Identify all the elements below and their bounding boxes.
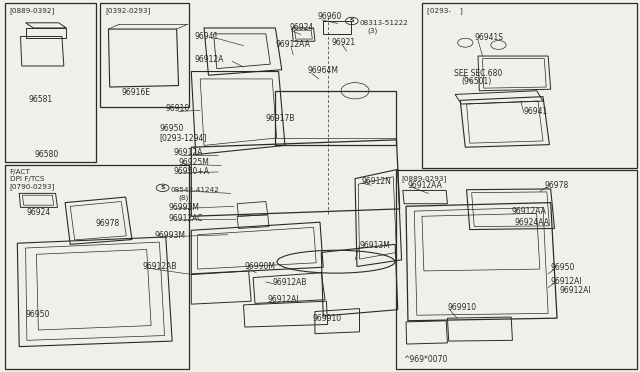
Text: 96992M: 96992M <box>168 203 199 212</box>
Text: 96960: 96960 <box>317 12 342 22</box>
Text: [0392-0293]: [0392-0293] <box>105 8 150 15</box>
Text: [0293-1294]: [0293-1294] <box>159 133 207 142</box>
Text: 96912A: 96912A <box>195 55 224 64</box>
Text: 96912AA: 96912AA <box>275 41 310 49</box>
Text: 96990M: 96990M <box>245 262 276 271</box>
Text: F/ACT
DPl F/TCS
[0790-0293]: F/ACT DPl F/TCS [0790-0293] <box>10 169 55 190</box>
Text: [0293-    ]: [0293- ] <box>427 8 463 15</box>
Text: ^969*0070: ^969*0070 <box>403 355 447 364</box>
Text: 96950: 96950 <box>159 124 184 133</box>
Text: (8): (8) <box>178 195 188 201</box>
Text: 96912AI: 96912AI <box>550 277 582 286</box>
Text: 96950: 96950 <box>26 310 50 319</box>
Text: 96950+A: 96950+A <box>173 167 209 176</box>
Text: 96993M: 96993M <box>154 231 186 240</box>
Text: (96501): (96501) <box>461 77 492 86</box>
Text: 96941: 96941 <box>524 107 548 116</box>
Text: S: S <box>160 185 165 190</box>
Text: 96921: 96921 <box>332 38 356 47</box>
Text: 96941: 96941 <box>195 32 219 41</box>
Text: 96912AA: 96912AA <box>511 207 546 217</box>
Text: [0889-0392]: [0889-0392] <box>10 8 55 15</box>
Bar <box>100 3 189 107</box>
Text: 96910: 96910 <box>166 104 190 113</box>
Text: 96941S: 96941S <box>474 33 503 42</box>
Bar <box>422 3 637 167</box>
Bar <box>4 3 96 162</box>
Bar <box>4 164 189 369</box>
Text: 96950: 96950 <box>550 263 575 272</box>
Text: SEE SEC.680: SEE SEC.680 <box>454 69 502 78</box>
Text: 96913M: 96913M <box>360 241 390 250</box>
Text: 96912AI: 96912AI <box>559 286 591 295</box>
Text: 96912AA: 96912AA <box>408 181 443 190</box>
Text: 08543-41242: 08543-41242 <box>170 187 219 193</box>
Text: 969910: 969910 <box>447 303 477 312</box>
Text: 96978: 96978 <box>544 181 568 190</box>
Text: 96912AI: 96912AI <box>268 295 300 304</box>
Text: 96912N: 96912N <box>362 177 391 186</box>
Text: (3): (3) <box>367 28 378 34</box>
Text: 96924AA: 96924AA <box>515 218 550 227</box>
Text: 96964M: 96964M <box>307 66 339 75</box>
Text: 96912A: 96912A <box>173 148 203 157</box>
Text: 96916E: 96916E <box>121 89 150 97</box>
Text: 96925M: 96925M <box>179 157 209 167</box>
Text: S: S <box>349 19 354 23</box>
Text: 96912AB: 96912AB <box>272 278 307 287</box>
Text: 96924: 96924 <box>27 208 51 217</box>
Text: 96924: 96924 <box>289 23 314 32</box>
Text: 96580: 96580 <box>35 150 59 159</box>
Text: 96912AB: 96912AB <box>143 262 177 271</box>
Text: 96917B: 96917B <box>266 114 295 123</box>
Text: 96978: 96978 <box>96 219 120 228</box>
Bar <box>396 170 637 369</box>
Text: [0889-0293]: [0889-0293] <box>401 175 447 182</box>
Text: 969910: 969910 <box>312 314 342 323</box>
Text: 96581: 96581 <box>28 95 52 104</box>
Text: 08313-51222: 08313-51222 <box>360 20 408 26</box>
Text: 96912AC: 96912AC <box>168 214 203 223</box>
